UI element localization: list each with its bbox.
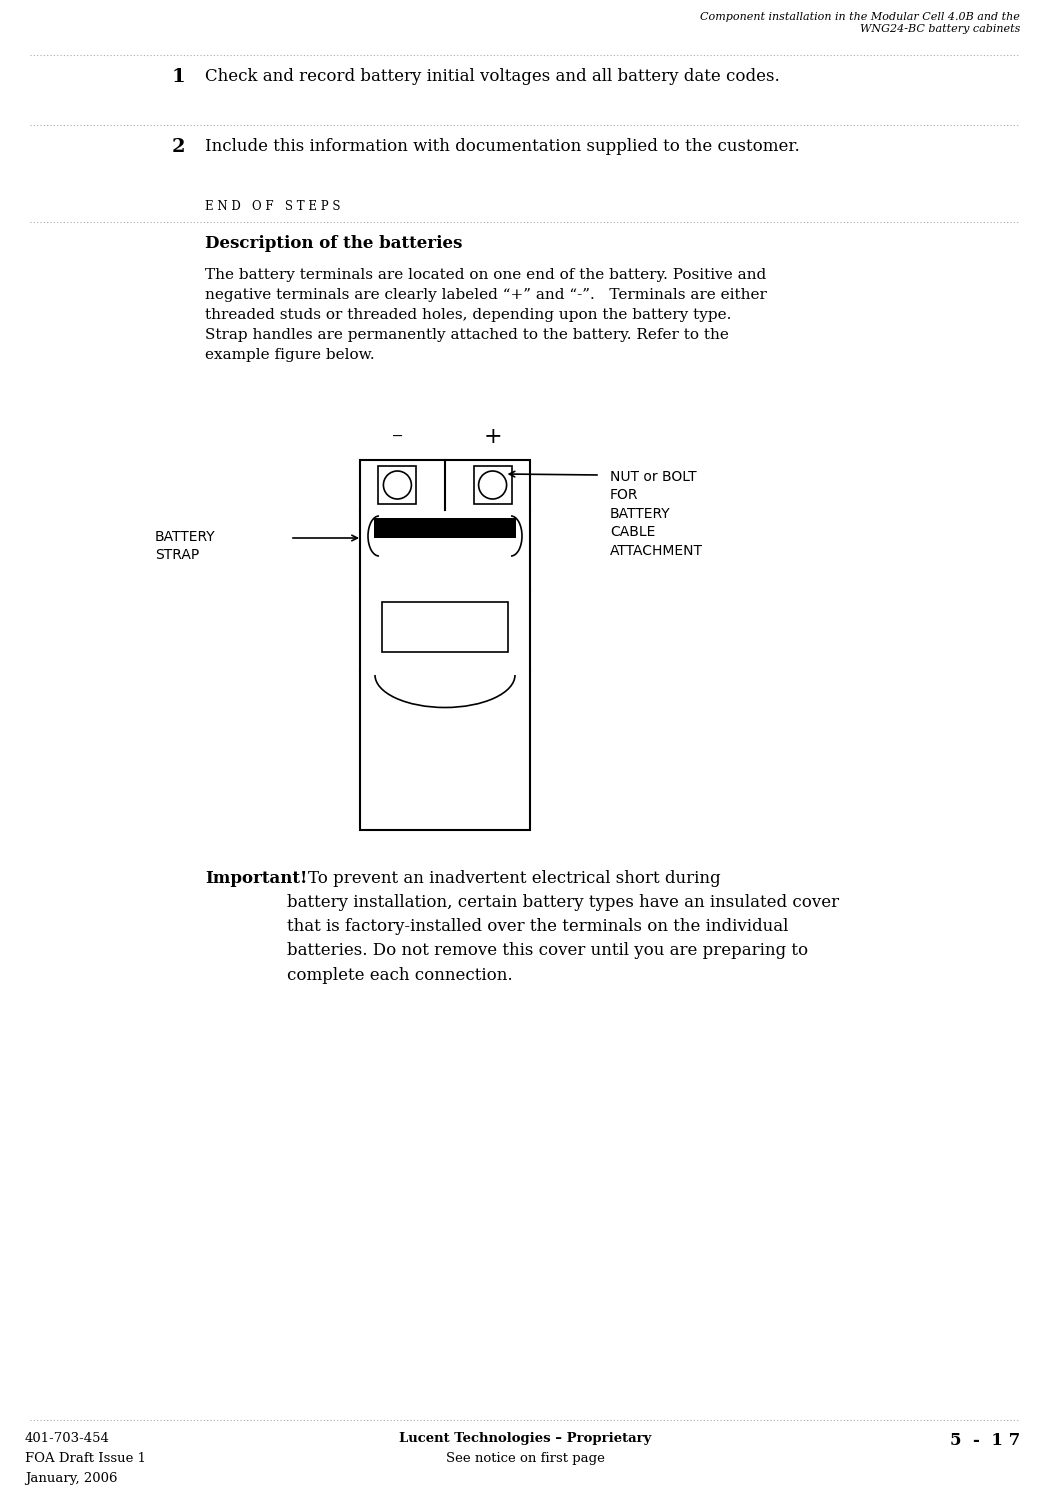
Text: Component installation in the Modular Cell 4.0B and the: Component installation in the Modular Ce… — [700, 12, 1020, 22]
Bar — [382, 602, 508, 652]
Text: FOA Draft Issue 1: FOA Draft Issue 1 — [25, 1452, 146, 1466]
Text: +: + — [483, 426, 502, 448]
Circle shape — [383, 471, 412, 500]
Text: E N D   O F   S T E P S: E N D O F S T E P S — [205, 200, 340, 213]
Text: See notice on first page: See notice on first page — [445, 1452, 605, 1466]
Text: Check and record battery initial voltages and all battery date codes.: Check and record battery initial voltage… — [205, 68, 780, 86]
Text: The battery terminals are located on one end of the battery. Positive and
negati: The battery terminals are located on one… — [205, 268, 766, 362]
Text: To prevent an inadvertent electrical short during
battery installation, certain : To prevent an inadvertent electrical sho… — [287, 870, 839, 984]
Text: 1: 1 — [171, 68, 185, 86]
Bar — [378, 466, 417, 504]
Text: Important!: Important! — [205, 870, 308, 886]
Text: January, 2006: January, 2006 — [25, 1472, 118, 1485]
Text: 5  -  1 7: 5 - 1 7 — [950, 1432, 1020, 1449]
Text: NUT or BOLT
FOR
BATTERY
CABLE
ATTACHMENT: NUT or BOLT FOR BATTERY CABLE ATTACHMENT — [610, 470, 704, 558]
Text: BATTERY
STRAP: BATTERY STRAP — [155, 530, 215, 562]
Circle shape — [479, 471, 506, 500]
Text: 2: 2 — [171, 138, 185, 156]
Text: 401-703-454: 401-703-454 — [25, 1432, 110, 1444]
Text: –: – — [392, 426, 403, 448]
Bar — [360, 460, 530, 830]
Text: Include this information with documentation supplied to the customer.: Include this information with documentat… — [205, 138, 800, 154]
Text: Lucent Technologies – Proprietary: Lucent Technologies – Proprietary — [399, 1432, 651, 1444]
Bar — [374, 518, 516, 538]
Text: WNG24-BC battery cabinets: WNG24-BC battery cabinets — [860, 24, 1020, 34]
Text: Description of the batteries: Description of the batteries — [205, 236, 462, 252]
Bar — [474, 466, 511, 504]
